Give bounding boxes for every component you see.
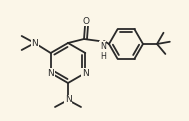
Text: N: N bbox=[65, 95, 71, 105]
Text: N: N bbox=[31, 38, 38, 48]
Text: O: O bbox=[83, 16, 90, 26]
Text: N: N bbox=[82, 68, 89, 77]
Text: N
H: N H bbox=[100, 42, 106, 61]
Text: N: N bbox=[47, 68, 54, 77]
